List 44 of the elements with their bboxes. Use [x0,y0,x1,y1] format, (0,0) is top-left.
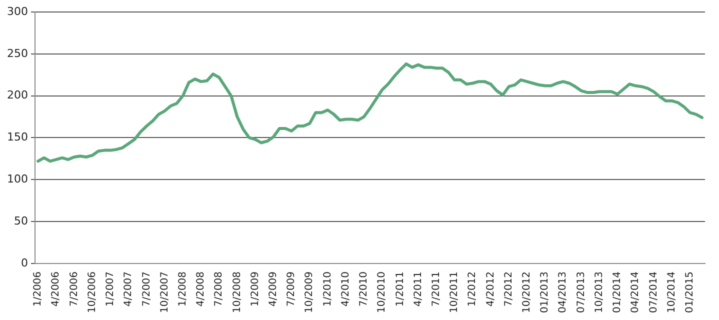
x-tick-label: 1/2007 [105,271,116,307]
x-tick-label: 04/2014 [630,271,642,314]
x-tick-label: 01/2014 [612,271,624,314]
y-tick-label: 250 [6,46,28,60]
x-tick-label: 10/2009 [304,271,316,314]
x-tick-label: 1/2011 [394,271,406,307]
x-tick-label: 04/2013 [558,271,569,314]
x-tick-label: 10/2010 [376,271,388,314]
x-tick-label: 7/2012 [503,271,514,307]
x-tick-label: 7/2008 [214,271,225,307]
y-tick-label: 0 [20,256,28,270]
x-tick-label: 4/2008 [196,271,207,307]
y-tick-label: 150 [6,130,28,144]
x-tick-label: 1/2012 [467,271,478,307]
x-tick-label: 4/2006 [50,271,62,307]
x-tick-label: 1/2006 [32,271,44,307]
x-tick-label: 07/2014 [648,271,660,314]
x-tick-label: 4/2010 [340,271,352,307]
y-tick-label: 100 [6,172,28,186]
x-tick-label: 01/2015 [684,271,696,314]
x-tick-label: 1/2008 [177,271,188,307]
x-tick-label: 10/2008 [232,271,243,314]
y-tick-label: 300 [6,4,28,18]
x-tick-label: 01/2013 [540,271,551,314]
x-tick-label: 10/2014 [666,271,678,314]
x-tick-label: 1/2009 [250,271,261,307]
x-tick-label: 10/2011 [449,271,460,314]
x-tick-label: 10/2012 [522,271,533,314]
x-tick-label: 7/2007 [141,271,152,307]
x-tick-label: 10/2006 [86,271,98,314]
x-tick-label: 4/2012 [485,271,496,307]
x-tick-label: 7/2006 [68,271,80,307]
y-tick-label: 200 [6,88,28,102]
x-tick-label: 1/2010 [322,271,334,307]
x-tick-label: 7/2011 [430,271,442,307]
x-tick-label: 10/2013 [594,271,605,314]
x-tick-label: 4/2011 [412,271,424,307]
x-tick-label: 7/2010 [358,271,370,307]
x-tick-label: 10/2007 [159,271,170,314]
y-tick-label: 50 [14,214,28,228]
x-tick-label: 7/2009 [286,271,298,307]
x-tick-label: 4/2009 [268,271,280,307]
x-tick-label: 07/2013 [576,271,587,314]
x-tick-label: 4/2007 [123,271,134,307]
